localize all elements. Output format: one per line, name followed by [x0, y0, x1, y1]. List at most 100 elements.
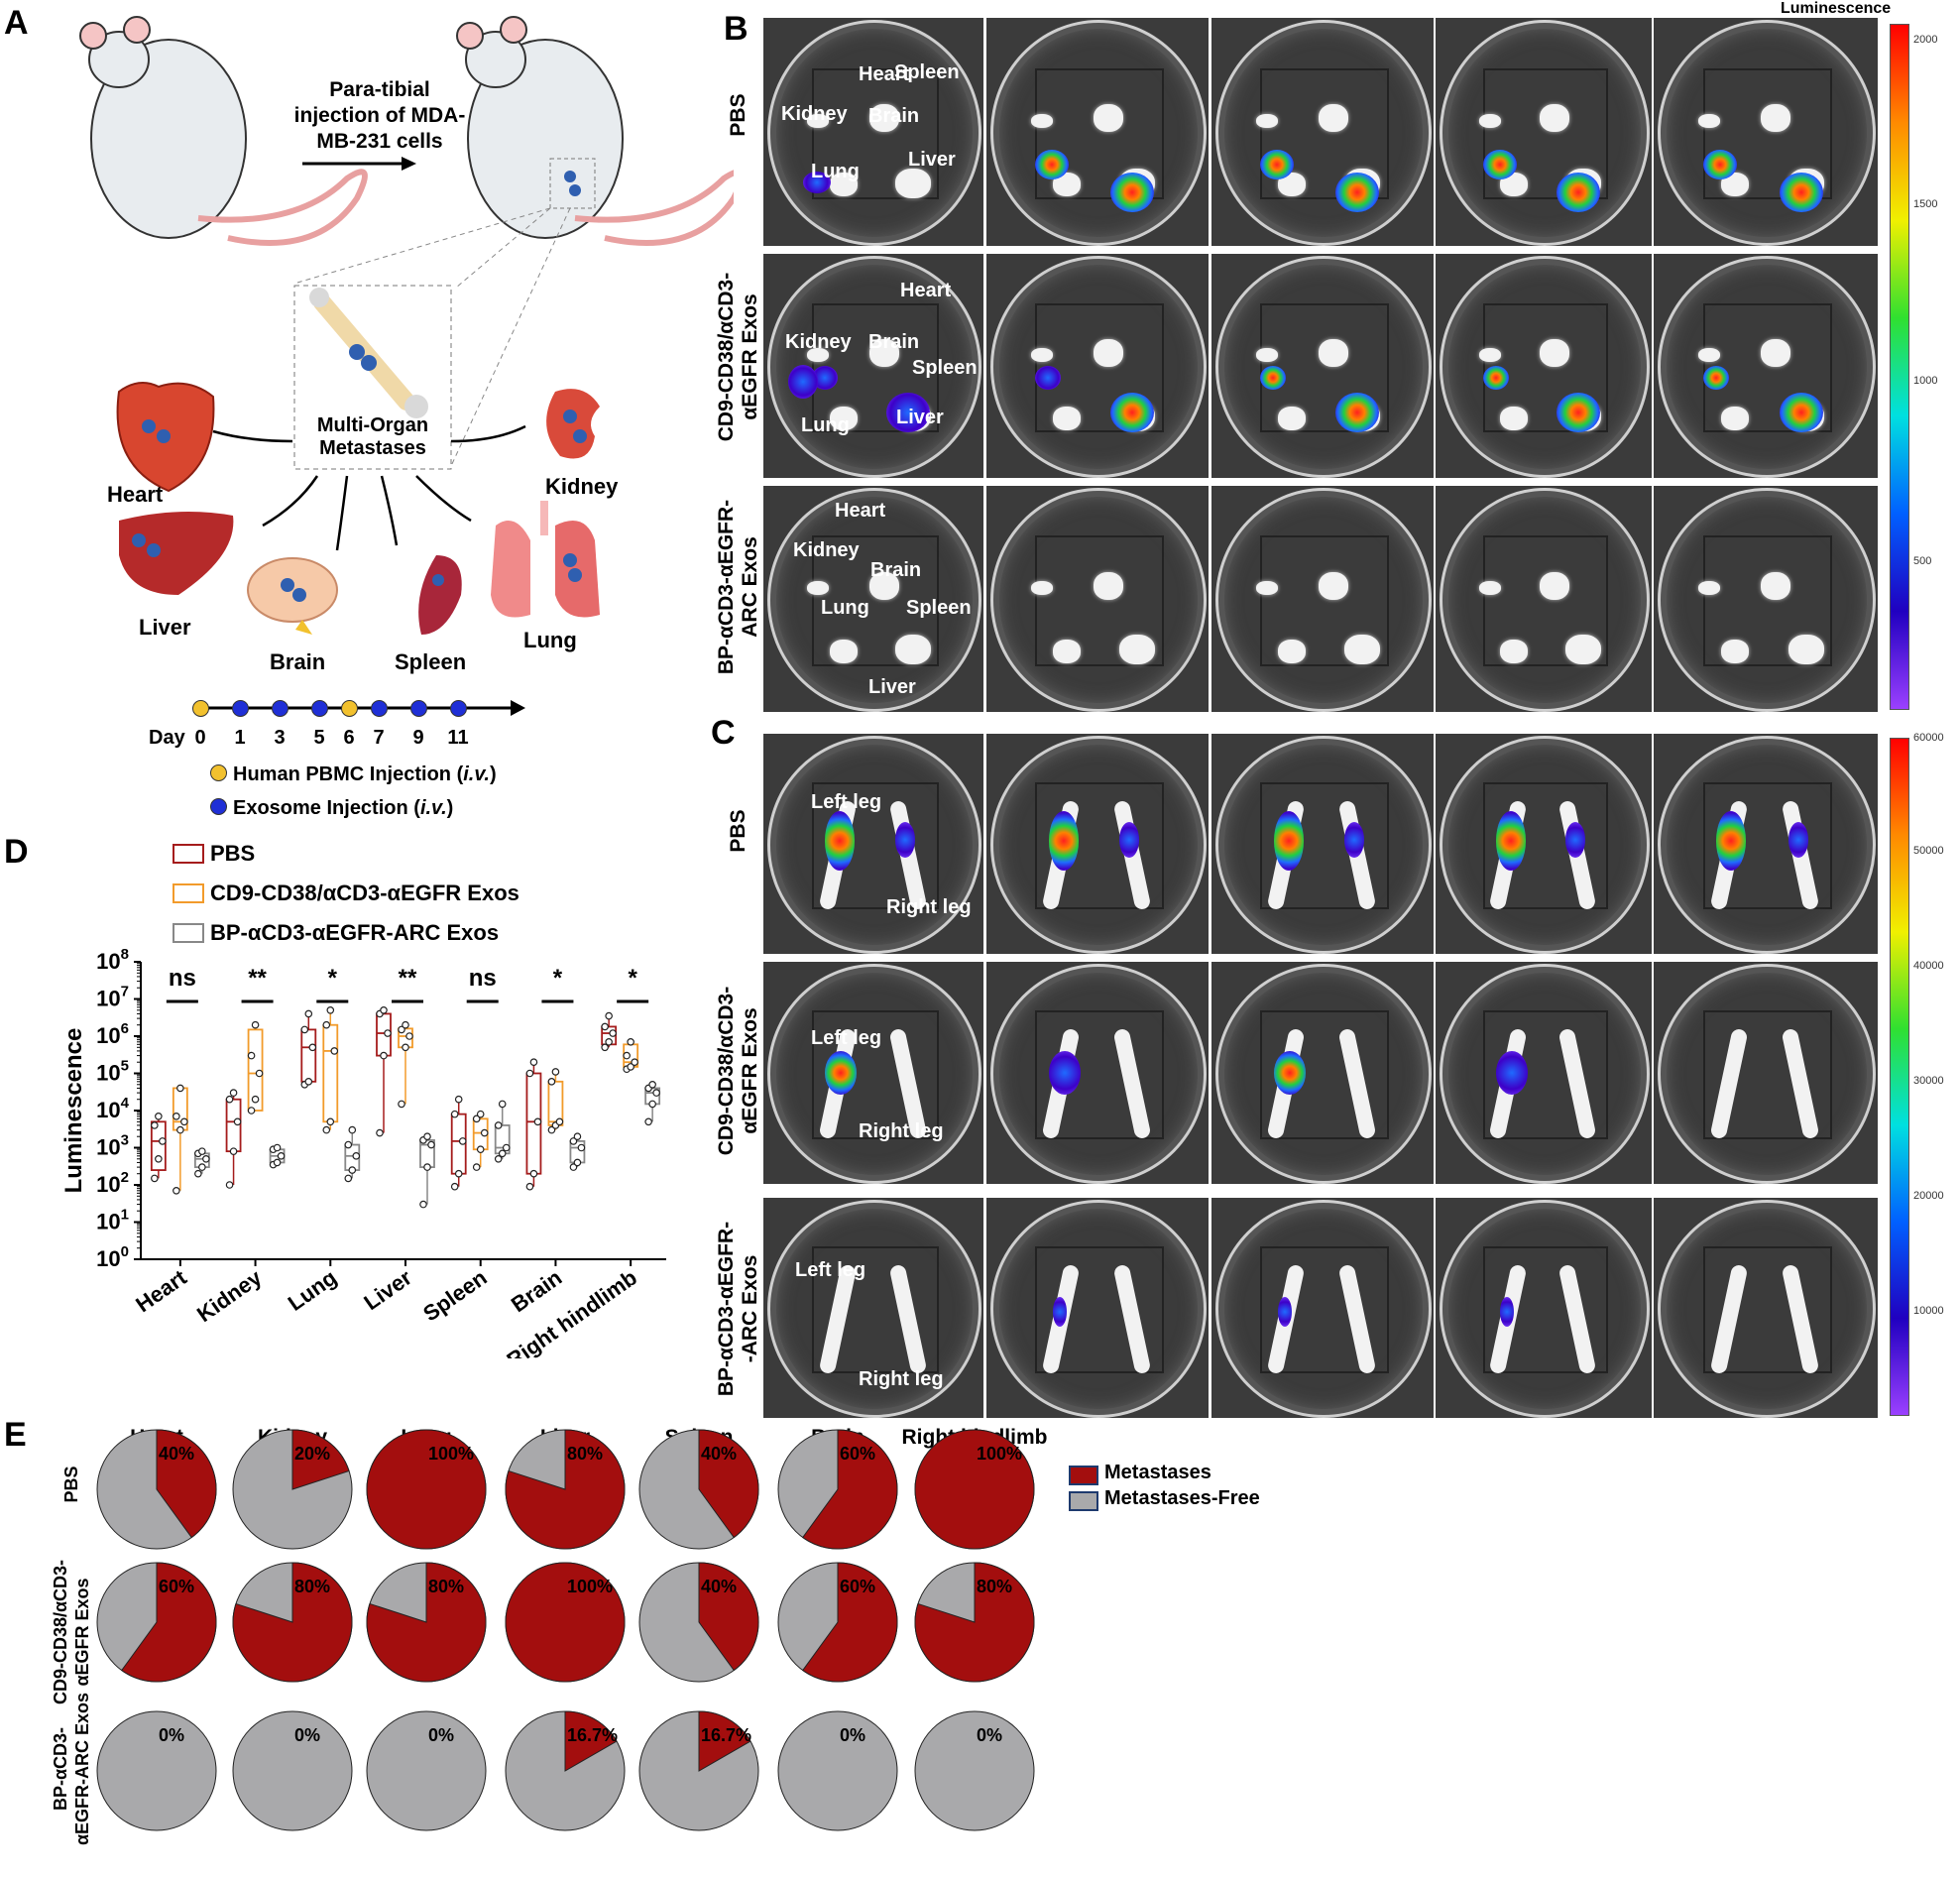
plate-label-kidney: Kidney — [785, 331, 852, 353]
luminescence-signal — [1496, 1050, 1529, 1095]
petri-dish — [1658, 256, 1876, 478]
plate-label-lung: Lung — [811, 161, 860, 182]
timeline-day-1: 1 — [234, 727, 246, 749]
pie-chart — [366, 1429, 487, 1550]
panel-c-plate — [1654, 1198, 1878, 1418]
pie-slice-metastases — [914, 1562, 1035, 1683]
panel-b-plate — [763, 486, 983, 712]
colorbar-c-tick: 60000 — [1913, 732, 1944, 744]
data-point — [304, 1009, 313, 1018]
data-point — [427, 1140, 435, 1149]
injection-text: Para-tibial injection of MDA- MB-231 cel… — [281, 77, 479, 155]
mouse-right-illustration — [456, 16, 734, 246]
colorbar-b-tick: 1500 — [1913, 198, 1938, 210]
tissue-kidney — [1030, 113, 1053, 128]
panel-b-plate — [1211, 486, 1434, 712]
pie-chart — [96, 1710, 217, 1831]
grid-square — [811, 535, 940, 666]
timeline-dot-day-0 — [192, 700, 209, 717]
plate-label-right-leg: Right leg — [886, 896, 972, 918]
pie-percent-label: 100% — [977, 1444, 1023, 1464]
legend-pbmc-text: Human PBMC Injection ( — [233, 763, 464, 785]
tissue-brain — [1539, 338, 1569, 367]
injection-text-line2: injection of MDA- — [293, 104, 466, 127]
pie-percent-label: 100% — [428, 1444, 475, 1464]
panel-b-plate — [1436, 254, 1652, 478]
legend-d-swatch — [173, 923, 204, 943]
grid-square — [1482, 535, 1609, 666]
pie-percent-label: 60% — [840, 1577, 876, 1596]
luminescence-signal — [1779, 173, 1823, 213]
tissue-brain — [1093, 338, 1123, 367]
pie-chart — [638, 1710, 759, 1831]
plate-label-kidney: Kidney — [781, 103, 848, 125]
data-point — [304, 1078, 313, 1086]
legend-d-label: CD9-CD38/αCD3-αEGFR Exos — [210, 880, 519, 905]
data-point — [380, 1051, 388, 1060]
tissue-brain — [1093, 104, 1123, 133]
data-point — [573, 1158, 582, 1167]
pie-chart — [232, 1429, 353, 1550]
legend-exo-text: Exosome Injection ( — [233, 797, 420, 819]
colorbar-c — [1890, 738, 1909, 1416]
timeline-day-9: 9 — [412, 727, 424, 749]
data-point — [326, 1117, 335, 1126]
panel-c-row-label-2: CD9-CD38/αCD3- αEGFR Exos — [715, 986, 761, 1156]
colorbar-c-tick: 10000 — [1913, 1305, 1944, 1317]
colorbar-b-title: Luminescence — [1781, 0, 1892, 17]
timeline-day-5: 5 — [313, 727, 325, 749]
panel-b-plate — [1436, 18, 1652, 246]
data-point — [151, 1174, 159, 1183]
pie-percent-label: 60% — [159, 1577, 195, 1596]
pie-slice-free — [366, 1710, 487, 1831]
grid-square — [1482, 1245, 1609, 1374]
tissue-lung — [829, 406, 858, 430]
significance-label: * — [328, 965, 338, 992]
colorbar-b — [1890, 24, 1909, 710]
luminescence-signal — [1260, 366, 1287, 390]
data-point — [609, 1029, 617, 1037]
data-point — [605, 1011, 613, 1020]
data-point — [419, 1200, 427, 1209]
grid-square — [1702, 1245, 1833, 1374]
significance-label: ns — [469, 965, 497, 992]
data-point — [344, 1174, 353, 1183]
petri-dish — [767, 20, 981, 246]
luminescence-signal — [1335, 173, 1380, 213]
panel-letter-e: E — [4, 1416, 27, 1454]
panel-a-illustration — [79, 16, 734, 716]
grid-square — [1702, 535, 1833, 666]
grid-square — [1035, 1010, 1164, 1139]
grid-square — [1260, 1010, 1389, 1139]
pie-percent-label: 40% — [701, 1577, 738, 1596]
box — [247, 1028, 264, 1112]
luminescence-signal — [1556, 173, 1601, 213]
data-point — [569, 1137, 578, 1145]
tissue-liver — [1787, 635, 1824, 665]
tissue-liver — [895, 168, 932, 198]
data-point — [525, 1069, 534, 1078]
data-point — [251, 1095, 260, 1104]
data-point — [577, 1143, 586, 1152]
timeline-day-3: 3 — [274, 727, 286, 749]
data-point — [247, 1051, 256, 1060]
tissue-lung — [1053, 406, 1082, 430]
y-tick-label: 105 — [96, 1058, 129, 1086]
tissue-kidney — [1030, 580, 1053, 595]
metastases-label-line2: Metastases — [319, 437, 426, 459]
grid-square — [1482, 781, 1609, 910]
tissue-brain — [1318, 104, 1348, 133]
pie-percent-label: 0% — [977, 1725, 1003, 1745]
pie-slice-metastases — [366, 1562, 487, 1683]
luminescence-signal — [1035, 150, 1070, 180]
tissue-brain — [1539, 571, 1569, 600]
grid-square — [1035, 1245, 1164, 1374]
legend-exo-dot — [210, 798, 227, 815]
luminescence-signal — [1702, 366, 1729, 390]
data-point — [454, 1095, 463, 1104]
pie-slice-free — [232, 1710, 353, 1831]
plate-label-liver: Liver — [908, 149, 956, 171]
tissue-kidney — [1255, 347, 1278, 362]
timeline-dot-day-1 — [232, 700, 249, 717]
petri-dish — [1215, 964, 1432, 1184]
